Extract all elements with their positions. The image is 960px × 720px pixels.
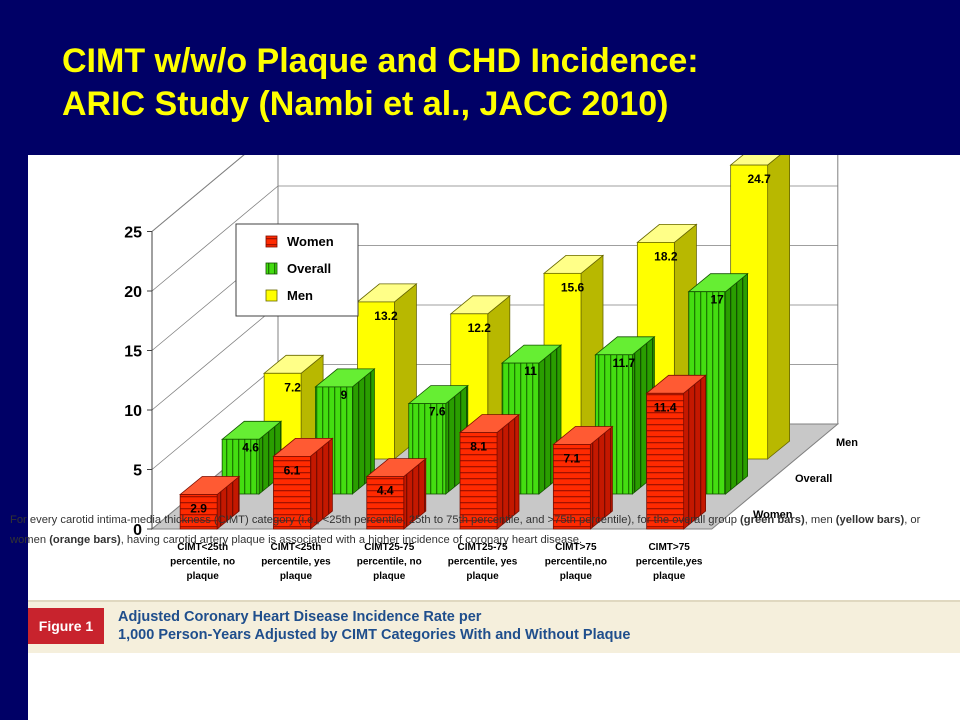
- figure-label: Figure 1: [28, 608, 104, 644]
- y-tick-label: 10: [124, 403, 142, 420]
- legend-label: Men: [287, 288, 313, 303]
- data-label: 18.2: [654, 249, 678, 263]
- data-label: 9: [341, 388, 348, 402]
- depth-label: Women: [753, 509, 793, 521]
- legend-swatch: [265, 289, 278, 302]
- data-label: 2.9: [190, 501, 207, 515]
- bar-women: 6.1: [272, 437, 334, 530]
- bar-women: 8.1: [458, 413, 521, 530]
- bar-women: 7.1: [552, 425, 614, 530]
- data-label: 6.1: [284, 463, 301, 477]
- data-label: 7.2: [284, 380, 301, 394]
- y-axis: 0 5 10 15 20 25: [124, 225, 153, 539]
- figure-caption-body: For every carotid intima-media thickness…: [10, 510, 925, 550]
- depth-axis: Women Overall Men: [753, 437, 858, 521]
- legend-label: Women: [287, 234, 334, 249]
- caption-text-3: , or women: [10, 514, 921, 546]
- data-label: 11.7: [612, 356, 635, 370]
- bar-front: [273, 456, 311, 530]
- x-tick-label: CIMT>75 percentile,no plaque: [545, 542, 607, 582]
- data-label: 11: [524, 364, 537, 378]
- bar-side: [767, 155, 790, 460]
- caption-orange-bars: (orange bars): [49, 534, 121, 546]
- figure-caption-title: Adjusted Coronary Heart Disease Incidenc…: [118, 608, 938, 644]
- y-tick-label: 0: [133, 522, 142, 539]
- bar-side: [683, 374, 706, 530]
- bar-front: [179, 494, 218, 530]
- legend-swatch: [265, 262, 278, 275]
- caption-title-line-1: Adjusted Coronary Heart Disease Incidenc…: [118, 609, 482, 625]
- x-tick-label: CIMT25-75 percentile, yes plaque: [448, 542, 518, 582]
- data-label: 24.7: [747, 172, 771, 186]
- caption-title-line-2: 1,000 Person-Years Adjusted by CIMT Cate…: [118, 627, 631, 643]
- bar-front: [459, 432, 498, 530]
- data-label: 4.4: [377, 484, 394, 498]
- slide-title-line-1: CIMT w/w/o Plaque and CHD Incidence:: [62, 42, 699, 80]
- bar-front: [646, 392, 685, 530]
- bar-women: 11.4: [645, 374, 707, 530]
- x-tick-label: CIMT25-75 percentile, no plaque: [357, 542, 422, 582]
- data-label: 13.2: [374, 309, 398, 323]
- depth-label: Men: [836, 437, 858, 449]
- data-label: 8.1: [470, 440, 487, 454]
- bar-side: [725, 272, 748, 495]
- data-label: 7.6: [429, 405, 446, 419]
- legend: Women Overall Men: [235, 223, 359, 317]
- data-label: 15.6: [561, 280, 585, 294]
- legend-label: Overall: [287, 261, 331, 276]
- bar-women: 4.4: [365, 457, 427, 530]
- data-label: 7.1: [564, 452, 581, 466]
- x-tick-label: CIMT<25th percentile, yes plaque: [261, 542, 331, 582]
- data-label: 17: [710, 293, 724, 307]
- slide-title: CIMT w/w/o Plaque and CHD Incidence: ARI…: [62, 40, 942, 126]
- caption-yellow-bars: (yellow bars): [835, 514, 905, 526]
- bars: 7.2 13.2 12.2 15.6 18.2 24.7 4.6 9 7.6 11 11.7 17 2.…: [179, 155, 790, 530]
- x-tick-label: CIMT>75 percentile,yes plaque: [636, 542, 703, 582]
- slide-title-line-2: ARIC Study (Nambi et al., JACC 2010): [62, 85, 669, 123]
- caption-text-1: For every carotid intima-media thickness…: [10, 514, 737, 526]
- y-tick-label: 20: [124, 284, 142, 301]
- data-label: 12.2: [468, 321, 492, 335]
- data-label: 4.6: [242, 440, 259, 454]
- caption-text-4: , having carotid artery plaque is associ…: [120, 534, 583, 546]
- gridline: [151, 155, 245, 232]
- data-label: 11.4: [654, 400, 677, 414]
- depth-label: Overall: [795, 473, 832, 485]
- gridline: [151, 185, 838, 292]
- bar-front: [366, 476, 405, 530]
- y-tick-label: 25: [124, 225, 142, 242]
- legend-swatch: [265, 235, 278, 248]
- y-tick-label: 15: [124, 344, 142, 361]
- figure-panel: 0 5 10 15 20 25 7.2 13.2 12.2 15.6 18.2 24.7 4.6 9 7.…: [28, 155, 960, 720]
- legend-box: [235, 223, 359, 317]
- caption-green-bars: (green bars): [740, 514, 805, 526]
- bar-front: [552, 444, 591, 530]
- bar-women: 2.9: [179, 475, 241, 530]
- x-tick-label: CIMT<25th percentile, no plaque: [170, 542, 235, 582]
- figure-caption-header: Figure 1 Adjusted Coronary Heart Disease…: [28, 600, 960, 653]
- x-axis: CIMT<25th percentile, no plaque CIMT<25th pe…: [170, 542, 703, 582]
- y-tick-label: 5: [133, 463, 142, 480]
- caption-text-2: , men: [804, 514, 836, 526]
